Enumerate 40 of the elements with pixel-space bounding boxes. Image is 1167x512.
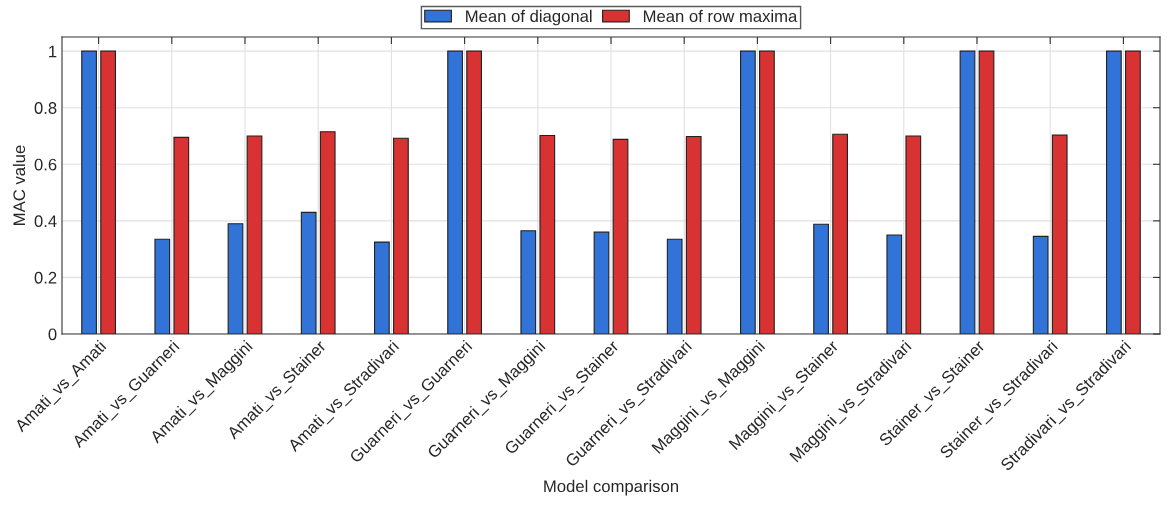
- bar: [447, 50, 463, 334]
- bar: [685, 136, 702, 334]
- bar: [905, 135, 922, 334]
- y-tick-label: 0.8: [34, 102, 57, 114]
- bar: [959, 50, 976, 334]
- bar: [227, 223, 244, 334]
- bar: [81, 50, 97, 334]
- bar: [154, 238, 171, 334]
- bar: [173, 136, 190, 334]
- bar: [1032, 235, 1049, 334]
- bar: [612, 138, 629, 334]
- bar: [100, 50, 116, 334]
- bar: [520, 230, 537, 334]
- y-tick-label: 0.4: [34, 215, 57, 228]
- bar: [978, 50, 995, 334]
- x-axis-title: Model comparison: [544, 479, 679, 496]
- bar: [319, 131, 336, 334]
- y-tick-label: 0.2: [34, 271, 57, 284]
- legend-label: Mean of row maxima: [643, 9, 798, 23]
- bar: [246, 135, 263, 334]
- bar: [886, 234, 903, 334]
- bar: [300, 211, 317, 334]
- y-tick-label: 0.6: [34, 158, 57, 171]
- legend-label: Mean of diagonal: [466, 9, 592, 26]
- bar: [374, 241, 390, 334]
- bar: [666, 238, 683, 334]
- bar: [1125, 50, 1141, 334]
- bar: [832, 133, 848, 334]
- bar: [1106, 50, 1122, 334]
- bar: [1051, 134, 1068, 334]
- bar: [813, 223, 829, 334]
- bar: [593, 231, 610, 334]
- bar: [393, 137, 409, 334]
- bar: [759, 50, 775, 334]
- y-axis-title: MAC value: [12, 145, 26, 225]
- bar: [740, 50, 756, 334]
- y-tick-label: 1: [49, 45, 57, 58]
- y-tick-label: 0: [48, 328, 57, 341]
- bar: [539, 134, 556, 334]
- bar: [466, 50, 482, 334]
